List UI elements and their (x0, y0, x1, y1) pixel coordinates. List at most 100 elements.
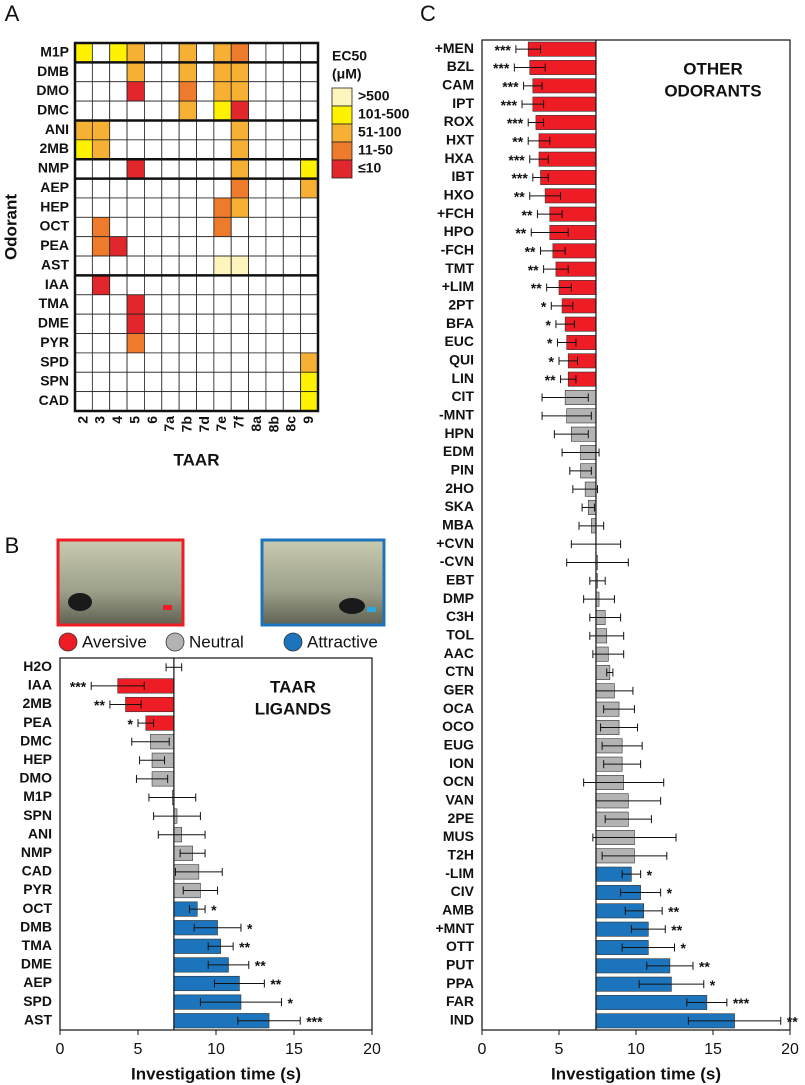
category-label: AEP (23, 974, 52, 990)
heatmap-cell (74, 120, 93, 141)
heatmap-cell (126, 275, 145, 296)
heatmap-cell (230, 197, 249, 218)
category-label: MUS (443, 828, 474, 844)
heatmap-cell (230, 81, 249, 102)
heatmap-cell (282, 197, 302, 218)
category-label: OTT (446, 938, 474, 954)
category-label: -CVN (440, 553, 474, 569)
significance: * (128, 716, 134, 732)
heatmap-cell (300, 255, 319, 276)
heatmap-cell (109, 333, 128, 354)
category-label: M1P (23, 788, 52, 804)
significance: * (681, 940, 687, 956)
column-label: 7d (196, 416, 212, 432)
heatmap-cell (265, 100, 284, 121)
heatmap-cell (196, 216, 215, 238)
heatmap-cell (300, 294, 319, 315)
category-label: OCO (442, 718, 474, 734)
heatmap-cell (248, 197, 267, 218)
annotation: OTHER (683, 59, 743, 78)
heatmap-cell (74, 391, 93, 412)
heatmap-cell (126, 197, 145, 218)
heatmap-cell (300, 120, 319, 141)
heatmap-cell (282, 236, 302, 257)
row-label: AST (41, 256, 69, 272)
heatmap-cell (74, 255, 93, 276)
heatmap-cell (300, 197, 319, 218)
category-label: -MNT (439, 407, 474, 423)
heatmap-cell (196, 139, 215, 160)
heatmap-cell (91, 139, 111, 160)
category-label: ANI (28, 825, 52, 841)
legend-title: EC50 (332, 48, 367, 64)
category-label: AAC (444, 645, 474, 661)
heatmap-cell (109, 236, 128, 257)
row-label: IAA (45, 276, 69, 292)
significance: ** (671, 922, 682, 938)
heatmap-cell (91, 275, 111, 296)
heatmap-cell (248, 352, 267, 373)
heatmap-cell (126, 294, 145, 315)
heatmap-cell (196, 275, 215, 296)
significance: ** (239, 939, 250, 955)
x-tick-label: 15 (285, 1041, 303, 1058)
legend-label: Attractive (307, 632, 378, 651)
heatmap-cell (265, 371, 284, 393)
category-label: +MNT (436, 920, 475, 936)
heatmap-cell (91, 391, 111, 412)
heatmap-cell (144, 81, 163, 102)
column-label: 7b (179, 416, 195, 432)
heatmap-cell (196, 294, 215, 315)
panel-label: C (420, 1, 436, 26)
heatmap-cell (213, 61, 232, 83)
heatmap-cell (109, 275, 128, 296)
heatmap-cell (109, 313, 128, 334)
category-label: IBT (451, 168, 474, 184)
category-label: 2PT (448, 297, 474, 313)
heatmap-cell (144, 120, 163, 141)
significance: * (647, 867, 653, 883)
heatmap-cell (196, 61, 215, 83)
heatmap-cell (265, 197, 284, 218)
heatmap-cell (91, 81, 111, 102)
category-label: H2O (23, 658, 52, 674)
heatmap-cell (213, 371, 232, 393)
category-label: SKA (444, 498, 474, 514)
significance: ** (515, 225, 526, 241)
category-label: PPA (446, 975, 474, 991)
x-tick-label: 20 (363, 1041, 381, 1058)
category-label: TMT (445, 260, 474, 276)
legend-label: >500 (358, 88, 390, 104)
heatmap-cell (265, 158, 284, 179)
column-label: 5 (126, 416, 142, 424)
significance: ** (545, 372, 556, 388)
heatmap-cell (161, 275, 180, 296)
heatmap-cell (178, 158, 197, 179)
category-label: 2MB (22, 695, 52, 711)
heatmap-cell (282, 333, 302, 354)
heatmap-cell (91, 197, 111, 218)
heatmap-cell (300, 81, 319, 102)
column-label: 6 (144, 416, 160, 424)
legend-swatch (331, 141, 353, 161)
heatmap-cell (74, 352, 93, 373)
row-label: CAD (39, 392, 69, 408)
category-label: QUI (449, 352, 474, 368)
heatmap-cell (144, 275, 163, 296)
heatmap-cell (196, 313, 215, 334)
heatmap-cell (74, 236, 93, 257)
legend-label: 51-100 (358, 124, 402, 140)
heatmap-cell (230, 42, 249, 63)
heatmap-cell (91, 178, 111, 199)
category-label: DMB (20, 918, 52, 934)
heatmap-cell (161, 120, 180, 141)
heatmap-cell (161, 61, 180, 83)
heatmap-cell (300, 158, 319, 179)
heatmap-cell (74, 158, 93, 179)
row-label: DME (38, 315, 69, 331)
significance: * (211, 902, 217, 918)
heatmap-cell (109, 81, 128, 102)
heatmap-cell (91, 61, 111, 83)
heatmap-cell (144, 255, 163, 276)
significance: ** (512, 134, 523, 150)
